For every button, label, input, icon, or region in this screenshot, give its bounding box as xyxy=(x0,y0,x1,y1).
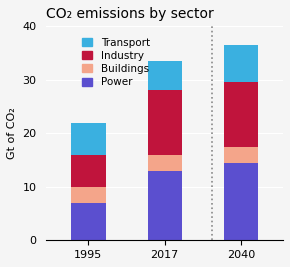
Y-axis label: Gt of CO₂: Gt of CO₂ xyxy=(7,107,17,159)
Legend: Transport, Industry, Buildings, Power: Transport, Industry, Buildings, Power xyxy=(80,36,152,89)
Bar xyxy=(71,187,106,203)
Bar xyxy=(224,163,258,240)
Bar xyxy=(224,83,258,147)
Bar xyxy=(148,61,182,91)
Bar xyxy=(148,171,182,240)
Bar xyxy=(71,123,106,155)
Bar xyxy=(71,155,106,187)
Bar xyxy=(224,45,258,83)
Text: CO₂ emissions by sector: CO₂ emissions by sector xyxy=(46,7,214,21)
Bar xyxy=(224,147,258,163)
Bar xyxy=(148,155,182,171)
Bar xyxy=(148,91,182,155)
Bar xyxy=(71,203,106,240)
